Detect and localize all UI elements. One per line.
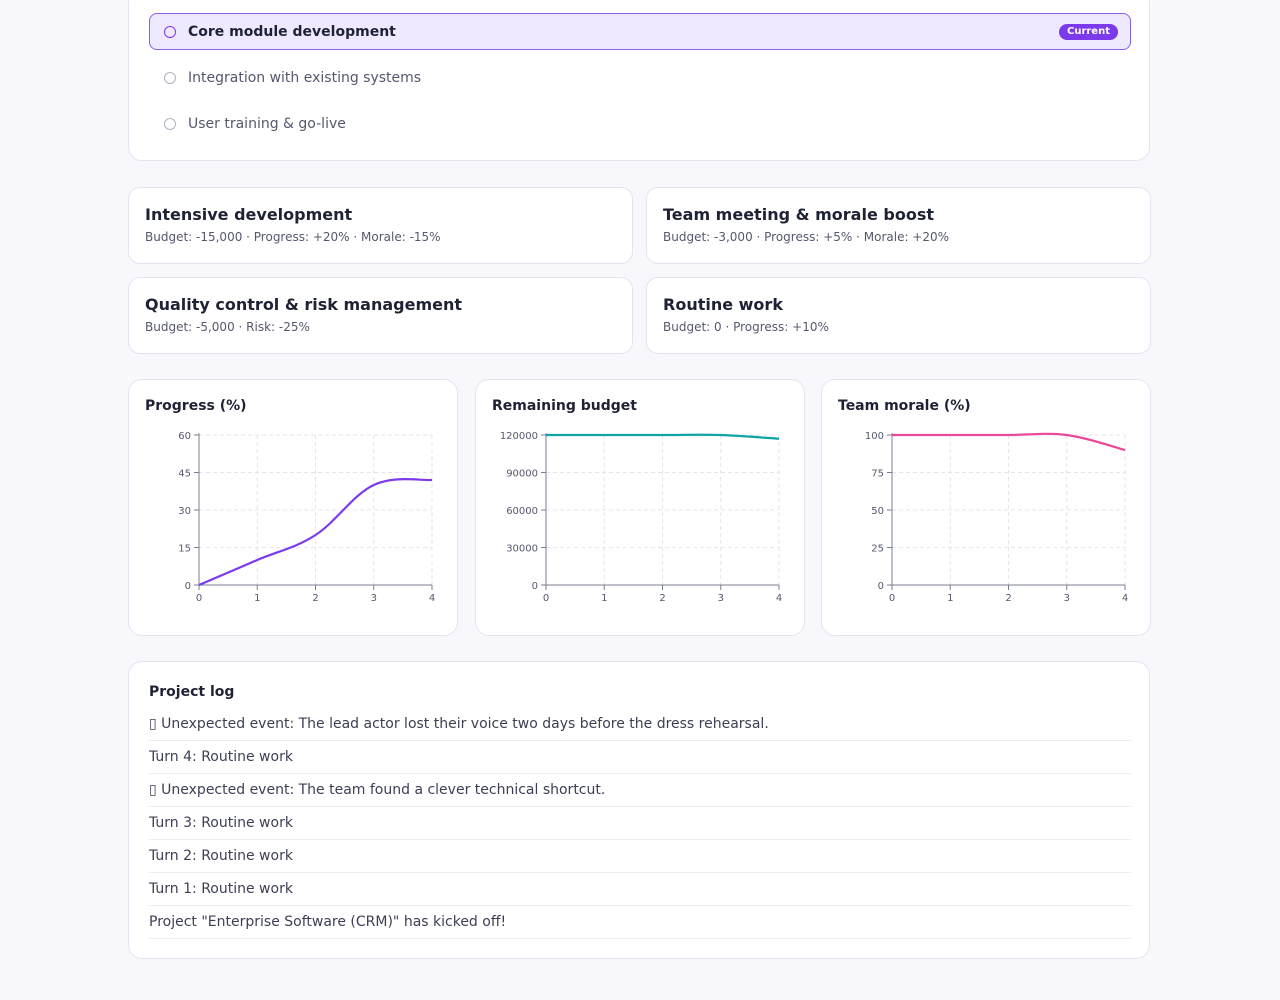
action-title: Routine work xyxy=(663,295,783,314)
log-entry: Turn 2: Routine work xyxy=(149,840,1131,873)
x-tick-label: 0 xyxy=(543,593,549,604)
series-line xyxy=(892,432,1126,452)
action-effects: Budget: -5,000 · Risk: -25% xyxy=(145,320,310,334)
y-tick-label: 30 xyxy=(178,506,191,517)
x-tick-label: 1 xyxy=(947,593,953,604)
phase-label: Integration with existing systems xyxy=(188,69,422,86)
y-tick-label: 0 xyxy=(185,581,191,592)
y-tick-label: 100 xyxy=(865,431,884,442)
y-tick-label: 45 xyxy=(178,469,191,480)
y-tick-label: 60 xyxy=(178,431,191,442)
log-title: Project log xyxy=(149,684,235,700)
y-tick-label: 15 xyxy=(178,544,191,555)
y-tick-label: 0 xyxy=(532,581,538,592)
phase-status-circle-icon xyxy=(164,117,176,130)
y-tick-label: 90000 xyxy=(506,469,538,480)
x-tick-label: 1 xyxy=(254,593,260,604)
y-tick-label: 0 xyxy=(878,581,884,592)
phase-item-integration[interactable]: Integration with existing systems xyxy=(149,59,1131,96)
x-tick-label: 3 xyxy=(371,593,377,604)
action-title: Team meeting & morale boost xyxy=(663,205,934,224)
chart-title: Remaining budget xyxy=(492,398,637,414)
y-tick-label: 60000 xyxy=(506,506,538,517)
progress-chart-card: Progress (%) 0 15 30 45 60 0 1 2 3 4 xyxy=(128,379,458,636)
x-tick-label: 0 xyxy=(889,593,895,604)
series-line xyxy=(198,478,433,587)
action-card-quality-control[interactable]: Quality control & risk management Budget… xyxy=(128,277,633,354)
x-tick-label: 3 xyxy=(1064,593,1070,604)
project-log-card: Project log ▯ Unexpected event: The lead… xyxy=(128,661,1150,959)
morale-chart: 0 25 50 75 100 0 1 2 3 4 xyxy=(865,431,1128,604)
action-card-intensive-development[interactable]: Intensive development Budget: -15,000 · … xyxy=(128,187,633,264)
morale-chart-card: Team morale (%) 0 25 50 75 100 0 1 2 3 4 xyxy=(821,379,1151,636)
log-list: ▯ Unexpected event: The lead actor lost … xyxy=(149,708,1131,939)
x-tick-label: 3 xyxy=(718,593,724,604)
series-line xyxy=(546,433,780,440)
chart-title: Progress (%) xyxy=(145,398,247,414)
phase-item-training[interactable]: User training & go-live xyxy=(149,105,1131,142)
y-tick-label: 75 xyxy=(871,469,884,480)
phase-status-circle-icon xyxy=(164,71,176,84)
log-entry: Turn 4: Routine work xyxy=(149,741,1131,774)
y-tick-label: 25 xyxy=(871,544,884,555)
y-tick-label: 120000 xyxy=(500,431,538,442)
budget-chart-card: Remaining budget 0 30000 60000 90000 120000 0… xyxy=(475,379,805,636)
budget-chart: 0 30000 60000 90000 120000 0 1 2 3 4 xyxy=(500,431,782,604)
x-tick-label: 1 xyxy=(601,593,607,604)
chart-title: Team morale (%) xyxy=(838,398,971,414)
log-entry: Turn 3: Routine work xyxy=(149,807,1131,840)
x-tick-label: 2 xyxy=(312,593,318,604)
x-tick-label: 4 xyxy=(776,593,782,604)
x-tick-label: 2 xyxy=(1005,593,1011,604)
x-tick-label: 0 xyxy=(196,593,202,604)
y-tick-label: 30000 xyxy=(506,544,538,555)
action-effects: Budget: -15,000 · Progress: +20% · Moral… xyxy=(145,230,441,244)
action-effects: Budget: 0 · Progress: +10% xyxy=(663,320,829,334)
log-entry: ▯ Unexpected event: The team found a cle… xyxy=(149,774,1131,807)
phase-item-core-module[interactable]: Core module development Current xyxy=(149,13,1131,50)
x-tick-label: 4 xyxy=(429,593,435,604)
action-card-team-meeting[interactable]: Team meeting & morale boost Budget: -3,0… xyxy=(646,187,1151,264)
action-effects: Budget: -3,000 · Progress: +5% · Morale:… xyxy=(663,230,950,244)
current-badge: Current xyxy=(1058,24,1118,40)
action-title: Quality control & risk management xyxy=(145,295,463,314)
phase-status-circle-icon xyxy=(164,25,176,38)
y-tick-label: 50 xyxy=(871,506,884,517)
phase-label: Core module development xyxy=(188,23,396,40)
x-tick-label: 2 xyxy=(659,593,665,604)
progress-chart: 0 15 30 45 60 0 1 2 3 4 xyxy=(178,431,435,604)
x-tick-label: 4 xyxy=(1122,593,1128,604)
action-card-routine-work[interactable]: Routine work Budget: 0 · Progress: +10% xyxy=(646,277,1151,354)
phase-list-card: Core module development Current Integrat… xyxy=(128,0,1150,161)
action-title: Intensive development xyxy=(145,205,353,224)
phase-label: User training & go-live xyxy=(188,115,346,132)
log-entry: Turn 1: Routine work xyxy=(149,873,1131,906)
log-entry: Project "Enterprise Software (CRM)" has … xyxy=(149,906,1131,939)
log-entry: ▯ Unexpected event: The lead actor lost … xyxy=(149,708,1131,741)
